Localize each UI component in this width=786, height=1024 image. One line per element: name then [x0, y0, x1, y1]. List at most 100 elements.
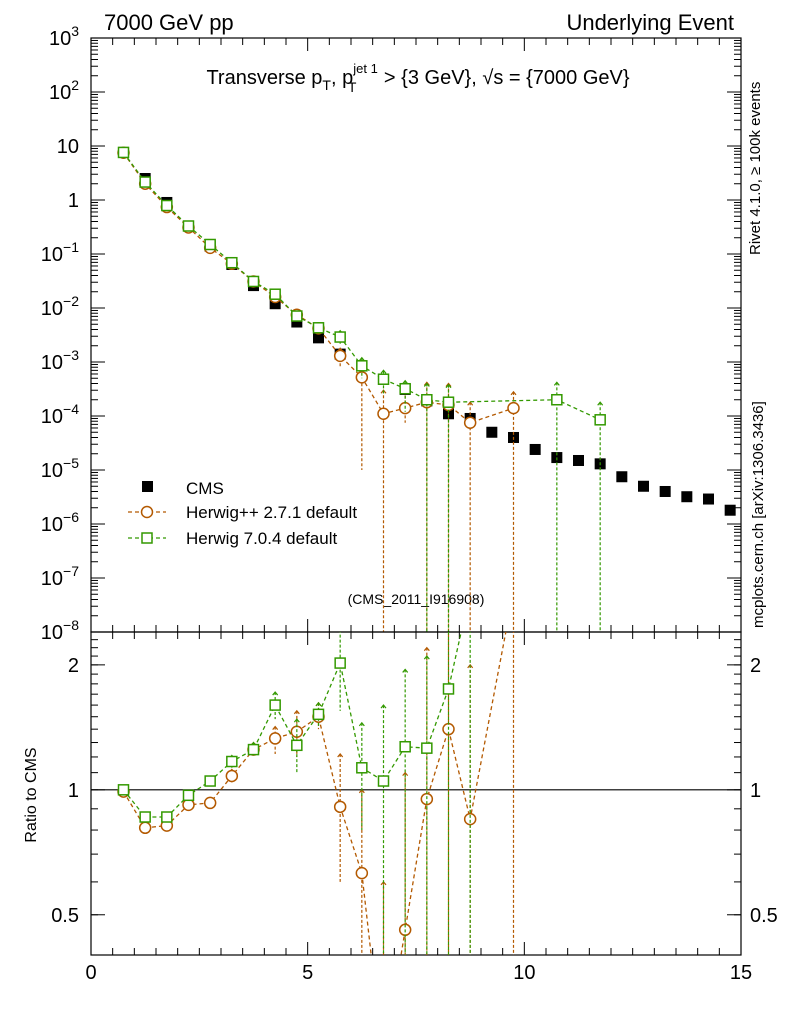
point-herwig7: [117, 146, 130, 159]
point-herwig7: [399, 740, 411, 753]
point-herwigpp: [507, 401, 520, 415]
point-herwig7: [269, 288, 281, 300]
series-line-herwig7: [122, 632, 462, 818]
point-herwigpp: [355, 371, 369, 384]
error-cap-herwigpp: [423, 381, 430, 386]
error-cap-herwigpp: [272, 725, 279, 730]
point-herwig7: [182, 789, 195, 802]
point-cms: [703, 493, 714, 505]
point-herwig7: [312, 708, 325, 721]
rivet-label: Rivet 4.1.0, ≥ 100k events: [747, 82, 764, 255]
legend: CMS Herwig++ 2.7.1 default Herwig 7.0.4 …: [128, 479, 357, 548]
point-cms: [681, 491, 693, 503]
legend-herwig7-label: Herwig 7.0.4 default: [186, 529, 337, 548]
y-tick-label: 10−8: [41, 617, 79, 644]
watermark: (CMS_2011_I916908): [348, 591, 485, 607]
y-tick-label: 10−6: [41, 509, 79, 536]
legend-cms-label: CMS: [186, 479, 224, 498]
error-cap-herwig7: [402, 379, 409, 385]
point-herwig7: [291, 310, 303, 322]
point-herwig7: [594, 414, 606, 426]
point-herwigpp: [355, 866, 369, 880]
header-left: 7000 GeV pp: [104, 10, 234, 35]
series-line-herwigpp: [122, 152, 514, 424]
error-cap-herwig7: [293, 718, 300, 723]
error-cap-herwig7: [358, 721, 365, 727]
point-herwig7: [442, 396, 455, 408]
error-cap-herwig7: [597, 401, 604, 406]
point-herwig7: [204, 775, 216, 787]
error-cap-herwig7: [338, 625, 343, 628]
point-herwig7: [247, 743, 260, 756]
y-tick-label: 10−3: [41, 347, 79, 374]
point-herwig7: [117, 784, 130, 796]
y-tick-label: 10−1: [41, 239, 79, 266]
point-cms: [269, 298, 281, 310]
main-panel: 10310210110−110−210−310−410−510−610−710−…: [41, 23, 742, 644]
legend-herwigpp-label: Herwig++ 2.7.1 default: [186, 503, 357, 522]
error-cap-herwigpp: [423, 646, 430, 652]
y-tick-label: 10−5: [41, 455, 79, 482]
error-cap-herwigpp: [467, 401, 474, 406]
x-tick-label: 15: [730, 962, 752, 984]
y-tick-label: 1: [68, 190, 79, 212]
error-cap-herwigpp: [293, 709, 300, 715]
error-cap-herwig7: [553, 381, 560, 386]
point-cms: [313, 332, 324, 344]
point-herwig7: [356, 360, 368, 372]
point-herwig7: [269, 699, 281, 711]
point-herwigpp: [463, 812, 477, 826]
x-tick-label: 5: [302, 962, 313, 984]
point-herwig7: [377, 775, 390, 787]
point-herwig7: [312, 322, 325, 334]
point-cms: [486, 426, 498, 438]
error-cap-herwig7: [445, 383, 452, 389]
x-tick-label: 10: [513, 962, 535, 984]
ratio-ylabel: Ratio to CMS: [23, 747, 40, 842]
point-herwig7: [291, 739, 303, 752]
error-cap-herwig7: [315, 701, 322, 707]
y-tick-label: 10−7: [41, 563, 79, 590]
point-herwig7: [161, 811, 173, 823]
point-herwigpp: [333, 349, 347, 363]
y-tick-label-right: 0.5: [750, 905, 778, 927]
point-herwig7: [247, 275, 260, 288]
point-herwig7: [334, 331, 346, 343]
error-cap-herwig7: [380, 704, 387, 709]
point-herwig7: [421, 742, 433, 754]
point-herwigpp: [268, 732, 282, 745]
data-layer: [117, 625, 515, 955]
point-herwig7: [226, 755, 238, 768]
error-cap-herwigpp: [380, 389, 387, 394]
point-herwig7: [377, 373, 390, 385]
error-cap-herwig7: [358, 356, 365, 362]
point-herwig7: [226, 256, 238, 269]
y-tick-label-right: 2: [750, 655, 761, 677]
point-herwigpp: [377, 407, 390, 421]
point-herwigpp: [203, 796, 217, 810]
point-herwig7: [551, 393, 563, 406]
point-herwig7: [139, 176, 151, 188]
point-herwig7: [139, 811, 151, 823]
point-cms: [638, 480, 649, 492]
point-herwig7: [204, 238, 216, 251]
point-herwig7: [399, 382, 411, 395]
y-tick-label: 103: [49, 23, 79, 50]
y-tick-label: 10−4: [41, 401, 79, 428]
legend-cms-marker: [142, 481, 153, 492]
x-tick-label: 0: [85, 962, 96, 984]
point-herwig7: [421, 393, 433, 406]
point-herwig7: [182, 220, 195, 232]
y-tick-label: 10−2: [41, 293, 79, 320]
point-herwigpp: [463, 416, 477, 429]
point-cms: [573, 454, 584, 466]
error-cap-herwigpp: [510, 390, 517, 396]
y-tick-label: 1: [68, 780, 79, 802]
error-cap-herwigpp: [337, 753, 344, 758]
ratio-panel: 0 5 10 15 0.5 0.5 1 1 2 2: [51, 625, 778, 984]
point-cms: [659, 485, 671, 497]
error-cap-herwigpp: [445, 382, 452, 387]
point-herwig7: [442, 683, 455, 695]
